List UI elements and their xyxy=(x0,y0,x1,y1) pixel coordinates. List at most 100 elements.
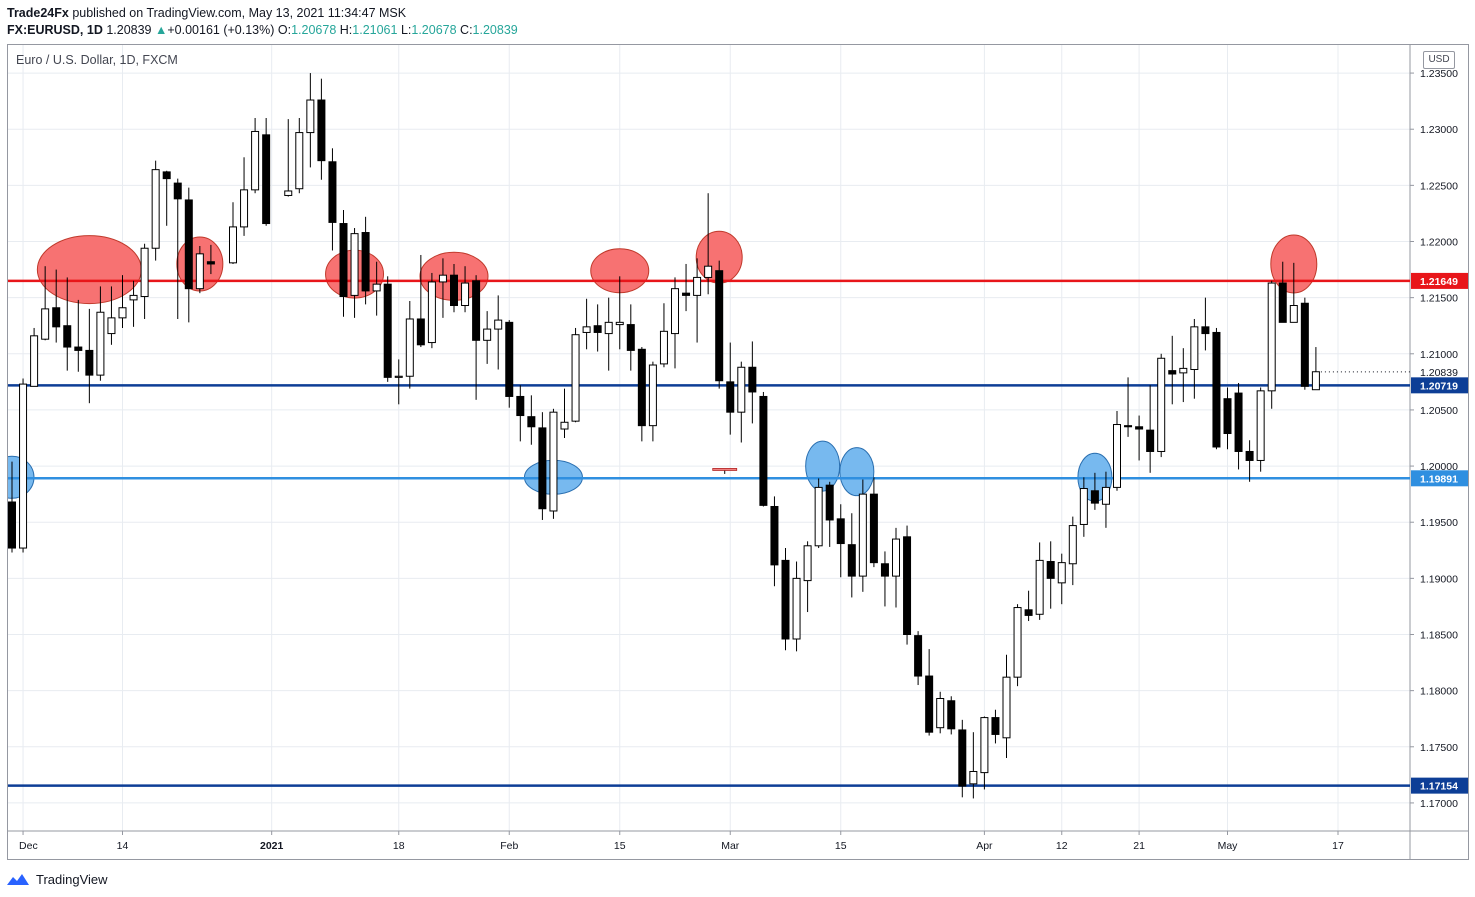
candle xyxy=(1256,387,1265,472)
candle-body xyxy=(560,421,569,430)
candle-body xyxy=(604,321,613,335)
candle xyxy=(892,527,900,608)
candle-body xyxy=(1079,488,1088,525)
candle-body xyxy=(626,324,635,351)
candle xyxy=(427,272,436,349)
candle xyxy=(1113,411,1121,491)
candle-body xyxy=(759,395,768,506)
candle xyxy=(593,304,602,352)
candle xyxy=(1013,604,1022,687)
candle-body xyxy=(317,99,326,162)
candle-body xyxy=(892,538,900,577)
candle-body xyxy=(405,318,414,377)
candle xyxy=(637,347,646,442)
candle-body xyxy=(582,326,591,333)
close-label: C: xyxy=(460,23,473,37)
price-tick-label: 1.17000 xyxy=(1420,798,1458,810)
candle xyxy=(516,385,525,442)
candle-body xyxy=(792,577,801,640)
low-value: 1.20678 xyxy=(411,23,457,37)
candle-body xyxy=(958,729,967,787)
candle xyxy=(549,408,558,519)
candle xyxy=(350,228,359,318)
open-label: O: xyxy=(277,23,292,37)
candle-body xyxy=(1179,367,1188,374)
candle xyxy=(118,275,127,328)
horizontal-levels xyxy=(8,279,1410,787)
price-tick-label: 1.18000 xyxy=(1420,686,1458,698)
candle-body xyxy=(712,468,738,471)
change-arrow-icon: ▲ xyxy=(155,23,168,37)
candle xyxy=(1124,377,1133,437)
candle-body xyxy=(936,698,945,729)
currency-badge[interactable]: USD xyxy=(1423,51,1455,69)
candle xyxy=(880,551,889,607)
candle-body xyxy=(980,717,989,774)
candle xyxy=(715,260,724,389)
candle-body xyxy=(880,563,889,577)
candle-body xyxy=(1146,429,1155,452)
candle-body xyxy=(1090,490,1099,504)
candle xyxy=(1190,318,1199,399)
candle xyxy=(1079,477,1088,537)
candle xyxy=(173,178,182,319)
candle-body xyxy=(914,635,923,677)
candle xyxy=(1146,385,1155,473)
candle-body xyxy=(394,375,403,378)
candle-body xyxy=(726,381,735,413)
candle xyxy=(903,525,912,645)
candle xyxy=(748,341,757,424)
candle-body xyxy=(1278,282,1287,323)
candle xyxy=(1267,280,1276,409)
candle-body xyxy=(1300,302,1309,387)
candle-body xyxy=(637,348,646,427)
candle-body xyxy=(383,283,392,378)
candle-body xyxy=(229,226,237,264)
candle xyxy=(803,541,812,613)
footer[interactable]: TradingView xyxy=(6,869,108,889)
publisher-name[interactable]: Trade24Fx xyxy=(7,6,69,20)
candle xyxy=(405,301,414,389)
candle-body xyxy=(615,321,624,326)
candle-body xyxy=(63,325,72,348)
time-tick-label: 21 xyxy=(1133,840,1145,852)
level-price-tag: 1.19891 xyxy=(1411,470,1468,487)
candle xyxy=(52,269,61,343)
candle xyxy=(394,359,403,405)
candle-body xyxy=(737,366,746,413)
candle-body xyxy=(1101,486,1110,505)
candle-body xyxy=(140,247,149,298)
time-tick-label: 14 xyxy=(117,840,129,852)
candle xyxy=(969,732,978,799)
candle-body xyxy=(925,675,934,733)
candle-body xyxy=(693,276,702,296)
candle-body xyxy=(847,544,856,577)
candle xyxy=(560,388,569,438)
time-tick-label: Dec xyxy=(19,840,38,852)
price-tick-label: 1.22500 xyxy=(1420,180,1458,192)
time-tick-label: May xyxy=(1218,840,1239,852)
level-price-tag: 1.20719 xyxy=(1411,377,1468,394)
candle xyxy=(505,320,514,408)
candle xyxy=(1002,654,1011,759)
candle xyxy=(251,117,260,194)
candle-body xyxy=(361,232,370,292)
level-price-tag-label: 1.21649 xyxy=(1420,276,1458,288)
candle-body xyxy=(1289,305,1298,323)
candle-body xyxy=(748,366,757,393)
candle xyxy=(925,649,934,736)
price-tick-label: 1.18500 xyxy=(1420,630,1458,642)
candle-body xyxy=(107,317,116,335)
candle-body xyxy=(1135,426,1144,430)
footer-brand: TradingView xyxy=(36,871,108,887)
candle-body xyxy=(173,182,182,200)
candle xyxy=(1035,542,1044,620)
candle xyxy=(162,170,171,226)
candle xyxy=(980,716,989,790)
candle-body xyxy=(284,190,293,196)
chart-frame[interactable] xyxy=(7,44,1469,860)
plot-area xyxy=(8,73,1410,799)
candle xyxy=(1068,516,1077,586)
candle xyxy=(914,631,923,686)
